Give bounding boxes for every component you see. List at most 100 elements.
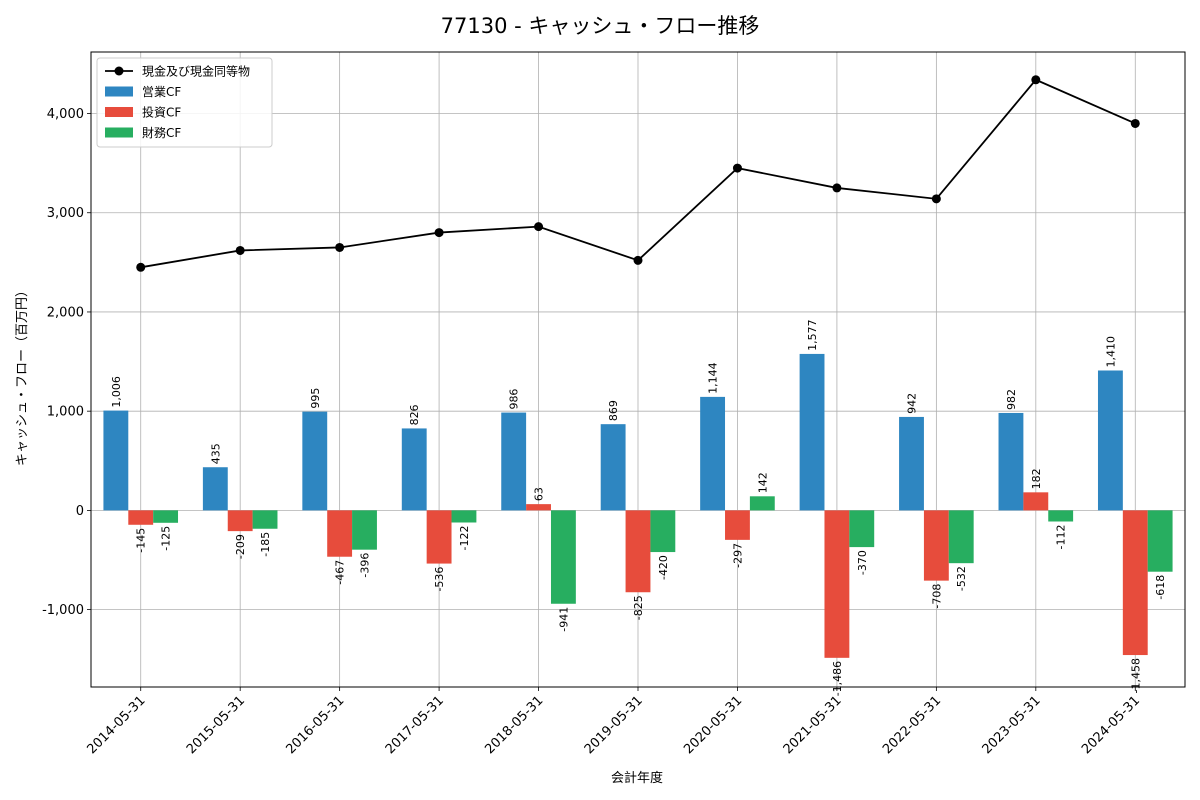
legend-label: 財務CF [142,125,181,140]
data-label: 63 [533,487,546,501]
data-label: -297 [731,543,744,568]
data-label: 435 [209,443,222,464]
x-tick-label: 2021-05-31 [781,693,845,757]
bar [923,510,949,581]
bar [401,428,427,511]
data-label: -370 [856,550,869,575]
cash-point [832,183,842,193]
data-label: -1,458 [1129,658,1142,693]
x-tick-label: 2016-05-31 [283,693,347,757]
legend-swatch [105,107,133,117]
data-label: -185 [259,532,272,557]
bar [202,467,228,511]
bar [252,510,278,529]
bar [849,510,875,548]
cash-point [1130,118,1140,128]
data-label: 1,006 [110,376,123,408]
cash-point [136,262,146,272]
data-labels: 1,006 435 995 826 986 869 1,144 1,577 942 982 1,41… [110,319,1167,696]
data-label: -122 [458,525,471,550]
data-label: -125 [160,526,173,551]
x-tick-label: 2024-05-31 [1079,693,1143,757]
cash-point [931,194,941,204]
legend-label: 営業CF [142,85,181,99]
legend-swatch [105,127,133,138]
cash-point [534,222,544,232]
x-tick-label: 2014-05-31 [85,693,149,757]
data-label: -536 [433,567,446,592]
data-label: -1,486 [831,661,844,696]
bar [1023,492,1049,511]
bar [998,412,1024,511]
y-tick-label: 3,000 [47,206,84,221]
bar [501,412,527,511]
data-label: -532 [955,566,968,591]
cash-point [434,228,444,238]
chart-title: 77130 - キャッシュ・フロー推移 [441,14,760,38]
data-label: -396 [359,553,372,578]
y-tick-label: 1,000 [47,405,84,420]
bar [948,510,974,564]
data-label: -467 [334,560,347,585]
x-tick-label: 2018-05-31 [482,693,546,757]
y-axis-label: キャッシュ・フロー（百万円） [15,284,30,466]
data-label: 869 [607,400,620,421]
x-tick-label: 2019-05-31 [582,693,646,757]
bar [749,496,775,511]
plot-frame [90,51,1186,688]
data-label: 1,577 [806,319,819,351]
x-tick-label: 2023-05-31 [980,693,1044,757]
bar [1097,370,1123,511]
y-tick-label: 4,000 [47,107,84,122]
bar [700,396,726,511]
bar [899,416,924,511]
data-label: -618 [1154,575,1167,600]
data-label: 986 [508,389,521,410]
data-label: -941 [557,607,570,632]
x-axis-label: 会計年度 [611,770,663,786]
cash-point [335,242,345,252]
data-label: -825 [632,595,645,620]
legend-box [96,57,273,148]
legend-swatch [105,86,133,97]
bar [1048,510,1074,522]
bar [1147,510,1173,572]
cash-point [235,245,245,255]
data-label: -420 [657,555,670,580]
legend-marker [114,66,124,76]
bars [103,353,1173,658]
cash-point [732,163,742,173]
bar [625,510,651,593]
bar [1122,510,1148,656]
y-tick-label: 0 [76,504,84,519]
data-label: -112 [1055,525,1068,550]
cash-point [1031,75,1041,85]
x-tick-label: 2017-05-31 [383,693,447,757]
data-label: 982 [1005,389,1018,410]
legend-label: 現金及び現金同等物 [142,64,250,79]
x-tick-label: 2022-05-31 [880,693,944,757]
y-tick-label: -1,000 [42,603,84,618]
bar [799,353,825,511]
bar [227,510,253,532]
cash-point [633,255,643,265]
bar [327,510,353,557]
data-label: 142 [756,472,769,493]
data-label: 1,410 [1104,336,1117,368]
data-label: 942 [906,393,919,414]
bar [824,510,850,658]
x-tick-label: 2020-05-31 [681,693,745,757]
data-label: -708 [930,584,943,609]
bar [153,510,179,523]
data-label: -145 [135,528,148,553]
y-tick-label: 2,000 [47,305,84,320]
bar [451,510,477,523]
data-label: 1,144 [707,362,720,394]
data-label: 826 [408,404,421,425]
data-label: -209 [234,534,247,559]
bar [650,510,676,553]
data-label: 995 [309,388,322,409]
